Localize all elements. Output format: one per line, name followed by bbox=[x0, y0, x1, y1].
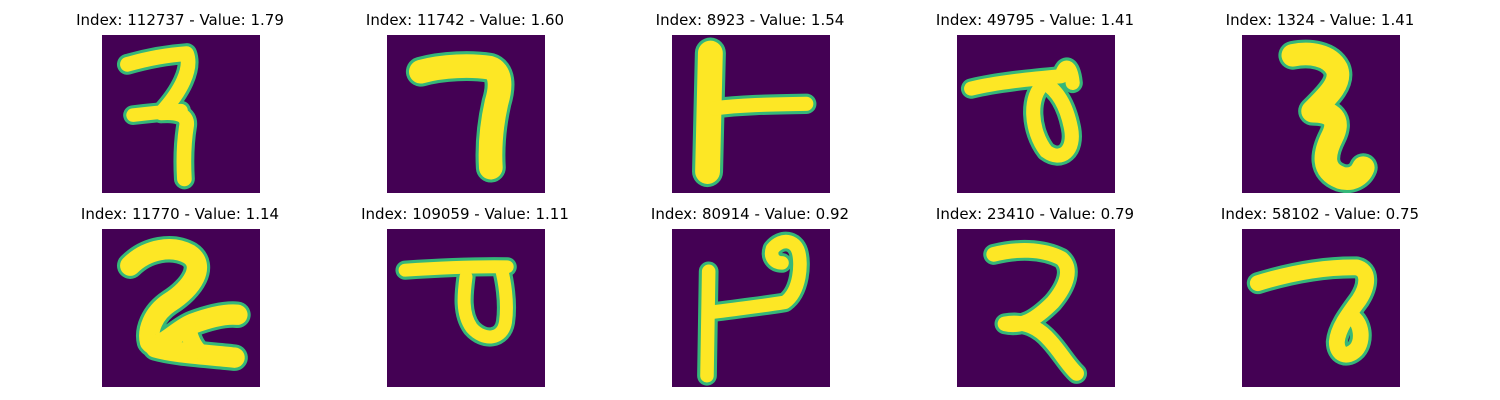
digit-image bbox=[102, 35, 260, 193]
digit-image bbox=[387, 35, 545, 193]
digit-image bbox=[672, 35, 830, 193]
digit-image bbox=[387, 229, 545, 387]
stroke-core bbox=[707, 96, 814, 116]
panel-title: Index: 109059 - Value: 1.11 bbox=[361, 205, 569, 223]
panel-title: Index: 11770 - Value: 1.14 bbox=[80, 205, 280, 223]
digit-image bbox=[1242, 35, 1400, 193]
digit-panel: Index: 109059 - Value: 1.11 bbox=[315, 202, 615, 392]
stroke-core bbox=[1249, 259, 1375, 363]
digit-image bbox=[957, 35, 1115, 193]
panel-title: Index: 80914 - Value: 0.92 bbox=[650, 205, 850, 223]
digit-panel: Index: 58102 - Value: 0.75 bbox=[1170, 202, 1470, 392]
digit-panel: Index: 112737 - Value: 1.79 bbox=[30, 8, 330, 198]
stroke-core bbox=[178, 316, 207, 359]
stroke-core bbox=[126, 103, 188, 122]
stroke-core bbox=[1026, 75, 1079, 163]
panel-title: Index: 112737 - Value: 1.79 bbox=[76, 11, 284, 29]
digit-panel: Index: 11742 - Value: 1.60 bbox=[315, 8, 615, 198]
panel-title: Index: 23410 - Value: 0.79 bbox=[935, 205, 1135, 223]
panel-title: Index: 11742 - Value: 1.60 bbox=[365, 11, 565, 29]
image-background bbox=[1242, 229, 1400, 387]
digit-image bbox=[672, 229, 830, 387]
digit-panel: Index: 8923 - Value: 1.54 bbox=[600, 8, 900, 198]
digit-image bbox=[957, 229, 1115, 387]
stroke-core bbox=[1281, 42, 1375, 190]
digit-panel: Index: 23410 - Value: 0.79 bbox=[885, 202, 1185, 392]
stroke-core bbox=[700, 264, 716, 383]
digit-panel: Index: 80914 - Value: 0.92 bbox=[600, 202, 900, 392]
stroke-core bbox=[964, 60, 1080, 96]
digit-image bbox=[102, 229, 260, 387]
digit-panel: Index: 1324 - Value: 1.41 bbox=[1170, 8, 1470, 198]
panel-title: Index: 58102 - Value: 0.75 bbox=[1220, 205, 1420, 223]
stroke-core bbox=[703, 234, 807, 320]
panel-title: Index: 49795 - Value: 1.41 bbox=[935, 11, 1135, 29]
stroke-core bbox=[409, 54, 512, 180]
digit-panel: Index: 49795 - Value: 1.41 bbox=[885, 8, 1185, 198]
digit-panel: Index: 11770 - Value: 1.14 bbox=[30, 202, 330, 392]
stroke-core bbox=[398, 260, 514, 277]
digit-image bbox=[1242, 229, 1400, 387]
stroke-core bbox=[457, 260, 513, 344]
panel-title: Index: 8923 - Value: 1.54 bbox=[655, 11, 845, 29]
panel-title: Index: 1324 - Value: 1.41 bbox=[1225, 11, 1415, 29]
stroke-core bbox=[986, 243, 1084, 381]
